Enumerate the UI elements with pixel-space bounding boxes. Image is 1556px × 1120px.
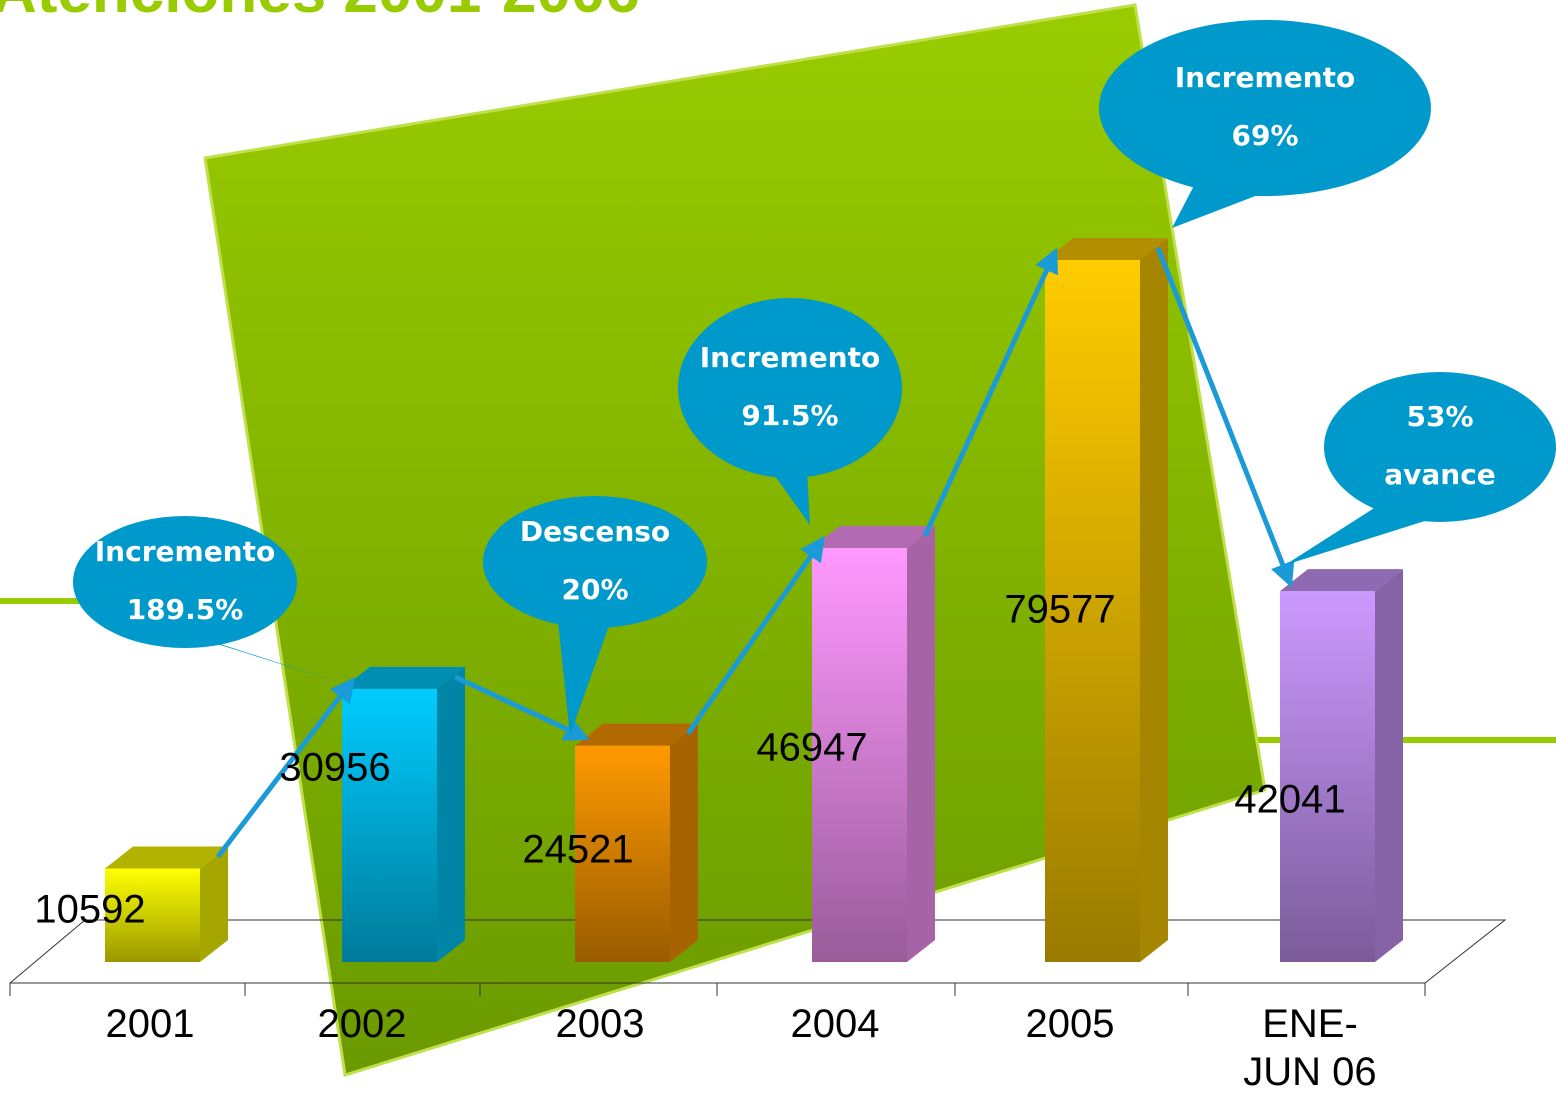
bar-top [342,666,465,689]
callout-text: Incremento [1175,61,1355,94]
chart-title: Atenciones 2001-2006 [0,0,640,26]
bar-top [1280,569,1403,592]
bar-shade [105,868,200,962]
background-panel [203,3,1267,1077]
callout-text: 69% [1231,119,1298,152]
bar-top [105,846,228,869]
bar-top-shade [575,723,698,746]
value-label: 24521 [522,828,633,872]
bar-shade [812,547,907,962]
bar-side [1140,238,1168,962]
callout [73,516,297,648]
value-label: 42041 [1234,778,1345,822]
trend-arrow [685,535,825,736]
floor [9,919,1507,984]
callout [1099,20,1431,196]
callout-text: 20% [561,573,628,606]
callout-text: 91.5% [741,399,838,432]
callout-text: 189.5% [127,593,244,626]
callout-text: avance [1384,458,1496,491]
bar-side [670,723,698,962]
bar-side-shade [437,666,465,962]
value-label: 46947 [756,726,867,770]
callout [483,496,707,628]
value-label: 10592 [34,888,145,932]
bar-top [575,723,698,746]
trend-arrow [216,676,356,859]
bar-top [812,525,935,548]
x-tick-label: ENE-JUN 06 [1243,1002,1377,1094]
bar-side [1375,569,1403,962]
bar-side [907,525,935,962]
callout [678,298,902,478]
bar-side-shade [1140,238,1168,962]
callout-text: Incremento [95,535,275,568]
x-tick-label: 2005 [1025,1002,1115,1046]
bar-side [437,666,465,962]
callout-text: Descenso [520,515,670,548]
bar-top-shade [1045,238,1168,260]
bar-top-shade [812,525,935,548]
value-label: 30956 [279,746,390,790]
bar-side-shade [200,846,228,962]
trend-arrow [922,247,1059,537]
bar-side-shade [1375,569,1403,962]
trend-arrow [453,674,590,741]
x-tick-label: 2002 [317,1002,407,1046]
value-label: 79577 [1004,588,1115,632]
callout-text: Incremento [700,341,880,374]
bar-side-shade [670,723,698,962]
bar-side-shade [907,525,935,962]
bar-shade [575,745,670,962]
x-tick-label: 2004 [790,1002,880,1046]
callout [1324,372,1556,522]
bar-top [1045,238,1168,260]
callout-text: 53% [1406,400,1473,433]
trend-arrow [1155,247,1295,588]
bar-side [200,846,228,962]
x-tick-label: 2001 [105,1002,195,1046]
bar-shade [1045,260,1140,962]
bar-shade [1280,591,1375,962]
bar-shade [342,688,437,962]
callout-tail [555,601,612,735]
bar-top-shade [342,666,465,689]
bar-top-shade [1280,569,1403,592]
x-tick-label: 2003 [555,1002,645,1046]
bar-top-shade [105,846,228,869]
